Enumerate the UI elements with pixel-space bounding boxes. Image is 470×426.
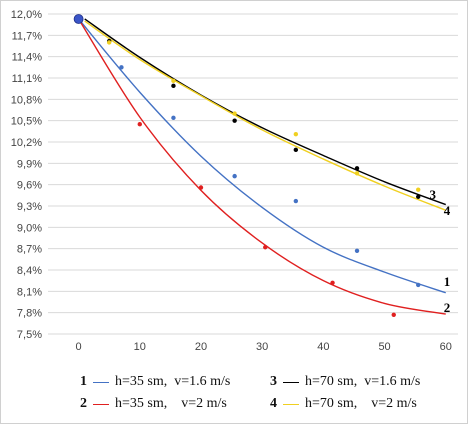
- data-point-4: [232, 111, 237, 116]
- data-point-2: [330, 280, 335, 285]
- legend-number: 2: [80, 396, 87, 411]
- y-tick-label: 7,8%: [17, 308, 42, 320]
- y-tick-label: 7,5%: [17, 329, 42, 341]
- data-point-4: [171, 78, 176, 84]
- x-tick-label: 50: [378, 341, 390, 353]
- y-tick-label: 10,8%: [11, 94, 42, 106]
- curve-label-3: 3: [430, 187, 437, 202]
- y-tick-label: 9,3%: [17, 201, 42, 213]
- x-tick-label: 0: [76, 341, 82, 353]
- legend-label: h=70 sm, v=1.6 m/s: [305, 374, 421, 389]
- data-point-2: [391, 312, 396, 317]
- y-tick-label: 10,5%: [11, 116, 42, 128]
- legend-line-swatch: [283, 381, 299, 383]
- y-tick-label: 11,4%: [12, 52, 43, 64]
- legend-item-4: 4 h=70 sm, v=2 m/s: [270, 396, 417, 412]
- data-point-2: [137, 122, 142, 127]
- data-point-4: [106, 40, 112, 45]
- data-point-1: [354, 248, 360, 253]
- data-point-1: [171, 115, 176, 121]
- legend-item-2: 2 h=35 sm, v=2 m/s: [80, 396, 227, 412]
- data-point-4: [354, 171, 360, 176]
- trend-curve-3: [84, 18, 447, 206]
- legend-label: h=70 sm, v=2 m/s: [305, 396, 417, 411]
- y-tick-label: 9,9%: [17, 158, 42, 170]
- x-tick-label: 10: [134, 341, 146, 353]
- curve-label-4: 4: [444, 203, 451, 218]
- legend-number: 3: [270, 374, 277, 389]
- data-point-1: [293, 198, 299, 204]
- start-data-point: [73, 14, 84, 24]
- data-point-3: [293, 147, 299, 153]
- trend-curve-1: [78, 18, 446, 294]
- curve-label-2: 2: [444, 300, 451, 315]
- legend-line-swatch: [283, 403, 299, 405]
- legend-label: h=35 sm, v=2 m/s: [115, 396, 227, 411]
- y-tick-label: 8,4%: [17, 265, 42, 277]
- x-tick-label: 60: [440, 341, 452, 353]
- x-tick-label: 30: [256, 341, 268, 353]
- y-tick-label: 8,1%: [17, 286, 42, 298]
- data-point-3: [171, 83, 176, 89]
- y-tick-label: 11,1%: [12, 73, 43, 85]
- chart-plot: 7,5% 7,8% 8,1% 8,4% 8,7% 9,0% 9,3% 9,6% 9,9% 10,2…: [11, 9, 458, 353]
- trend-curve-2: [78, 18, 446, 315]
- legend-line-swatch: [93, 403, 109, 405]
- data-point-2: [263, 245, 268, 250]
- data-point-2: [198, 185, 204, 190]
- legend-label: h=35 sm, v=1.6 m/s: [115, 374, 231, 389]
- legend-item-3: 3 h=70 sm, v=1.6 m/s: [270, 374, 420, 390]
- legend-number: 4: [270, 396, 277, 411]
- y-tick-label: 11,7%: [12, 30, 43, 42]
- data-point-3: [416, 194, 421, 199]
- trend-curve-4: [84, 20, 447, 211]
- legend: 1 h=35 sm, v=1.6 m/s 2 h=35 sm, v=2 m/s …: [0, 366, 470, 422]
- data-point-4: [293, 131, 299, 137]
- y-tick-label: 8,7%: [17, 244, 42, 256]
- y-tick-label: 10,2%: [11, 137, 42, 149]
- legend-line-swatch: [93, 381, 109, 383]
- x-tick-label: 20: [195, 341, 207, 353]
- data-point-4: [416, 187, 421, 192]
- data-point-3: [232, 118, 237, 123]
- data-point-3: [354, 166, 360, 171]
- x-tick-label: 40: [317, 341, 329, 353]
- data-point-1: [232, 173, 237, 179]
- data-point-1: [416, 282, 421, 288]
- y-tick-label: 12,0%: [11, 9, 42, 21]
- legend-item-1: 1 h=35 sm, v=1.6 m/s: [80, 374, 230, 390]
- y-tick-label: 9,6%: [17, 180, 42, 192]
- curve-label-1: 1: [444, 274, 451, 289]
- legend-number: 1: [80, 374, 87, 389]
- data-point-1: [119, 65, 124, 70]
- y-tick-label: 9,0%: [17, 222, 42, 234]
